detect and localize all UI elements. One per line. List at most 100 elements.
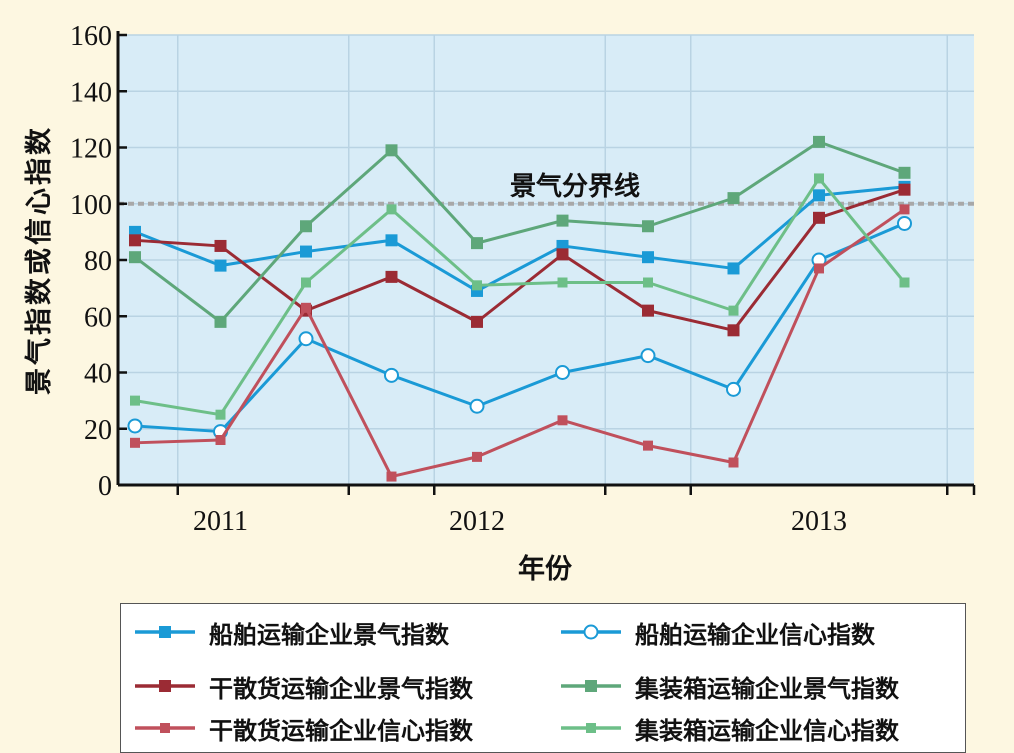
point-s2-3 (385, 270, 398, 283)
x-axis-title: 年份 (518, 553, 572, 585)
series-3 (129, 135, 911, 328)
point-s4-6 (643, 440, 653, 451)
series-line-2 (134, 188, 905, 332)
legend-swatch-5 (561, 723, 621, 733)
point-s1-4 (469, 398, 485, 414)
point-s4-5 (557, 415, 568, 426)
legend-label-2: 干散货运输企业景气指数 (209, 673, 473, 703)
point-s4-3 (386, 471, 397, 482)
y-tick-label-0: 0 (98, 471, 112, 502)
legend-item-3: 集装箱运输企业景气指数 (561, 666, 899, 706)
point-s1-0 (127, 418, 143, 434)
point-s4-1 (215, 435, 226, 445)
legend: 船舶运输企业景气指数 船舶运输企业信心指数干散货运输企业景气指数 集装箱运输企业景气… (120, 603, 966, 753)
series-1 (127, 215, 912, 440)
point-s5-4 (472, 280, 482, 291)
y-axis-title: 景气指数或信心指数 (24, 125, 55, 395)
legend-swatch-2 (135, 680, 195, 692)
y-tick-label-4: 80 (84, 246, 112, 277)
series-line-0 (134, 185, 905, 293)
point-s5-0 (130, 395, 140, 406)
series-4 (130, 204, 910, 482)
point-s0-1 (214, 259, 227, 272)
series-line-5 (134, 176, 906, 417)
y-tick-label-5: 100 (70, 190, 112, 221)
point-s2-6 (642, 304, 654, 317)
series-line-3 (134, 140, 906, 324)
point-s3-7 (727, 192, 740, 205)
legend-swatch-4 (135, 723, 195, 733)
point-s5-6 (643, 277, 653, 288)
point-s0-3 (385, 234, 398, 247)
point-s2-5 (556, 248, 569, 261)
point-s5-5 (557, 277, 568, 288)
point-s3-3 (385, 144, 398, 157)
point-s3-9 (898, 166, 911, 179)
point-s5-2 (301, 277, 311, 288)
point-s2-9 (898, 183, 911, 196)
point-s0-6 (642, 251, 654, 264)
legend-swatch-3 (561, 680, 621, 692)
point-s0-2 (300, 245, 312, 258)
point-s4-9 (899, 204, 910, 215)
series-group (127, 135, 912, 482)
series-line-1 (134, 222, 906, 434)
legend-item-1: 船舶运输企业信心指数 (561, 612, 875, 652)
legend-label-4: 干散货运输企业信心指数 (209, 715, 473, 745)
point-s5-3 (386, 204, 397, 215)
point-s2-1 (214, 239, 227, 252)
axes: 0 20 40 60 80 100 120 140 160 2011 2012 2013 (70, 21, 976, 537)
point-s2-4 (471, 315, 483, 328)
point-s2-7 (727, 324, 740, 337)
point-s5-1 (215, 409, 226, 420)
y-tick-label-7: 140 (70, 77, 112, 108)
point-s1-9 (897, 215, 912, 231)
point-s3-4 (471, 237, 483, 250)
point-s5-9 (899, 277, 910, 288)
legend-label-1: 船舶运输企业信心指数 (635, 619, 875, 649)
series-line-4 (134, 208, 906, 479)
point-s1-7 (726, 381, 741, 397)
point-s4-4 (472, 451, 482, 462)
point-s4-8 (814, 263, 824, 274)
point-s2-0 (129, 234, 141, 247)
point-s3-2 (300, 220, 312, 233)
point-s3-8 (813, 135, 825, 148)
point-s3-1 (214, 315, 227, 328)
point-s2-8 (813, 211, 825, 224)
point-s3-6 (642, 220, 654, 233)
point-s5-8 (814, 173, 824, 184)
legend-item-2: 干散货运输企业景气指数 (135, 666, 473, 706)
y-tick-label-2: 40 (84, 359, 112, 390)
legend-item-5: 集装箱运输企业信心指数 (561, 708, 899, 748)
y-tick-label-6: 120 (70, 134, 112, 165)
point-s3-5 (556, 214, 569, 227)
point-s1-3 (384, 367, 399, 383)
point-s4-7 (728, 457, 739, 468)
point-s0-8 (813, 189, 825, 202)
reference-line-label: 景气分界线 (510, 171, 640, 202)
series-0 (129, 180, 911, 297)
series-5 (130, 173, 910, 420)
point-s1-6 (640, 348, 656, 364)
point-s1-5 (555, 365, 570, 380)
legend-label-0: 船舶运输企业景气指数 (209, 619, 449, 649)
legend-item-0: 船舶运输企业景气指数 (135, 612, 449, 652)
legend-label-3: 集装箱运输企业景气指数 (635, 673, 899, 703)
legend-item-4: 干散货运输企业信心指数 (135, 708, 473, 748)
x-tick-label-1: 2012 (449, 506, 505, 537)
y-tick-label-8: 160 (70, 21, 112, 52)
x-tick-label-2: 2013 (791, 506, 847, 537)
point-s4-0 (130, 437, 140, 448)
point-s3-0 (129, 251, 141, 264)
point-s1-2 (298, 331, 314, 347)
y-tick-label-1: 20 (84, 415, 112, 446)
point-s0-7 (727, 262, 740, 275)
legend-swatch-0 (135, 626, 195, 638)
y-tick-label-3: 60 (84, 302, 112, 333)
point-s4-2 (301, 302, 311, 313)
point-s5-7 (728, 305, 739, 316)
x-tick-label-0: 2011 (193, 506, 248, 537)
legend-swatch-1 (561, 624, 621, 640)
